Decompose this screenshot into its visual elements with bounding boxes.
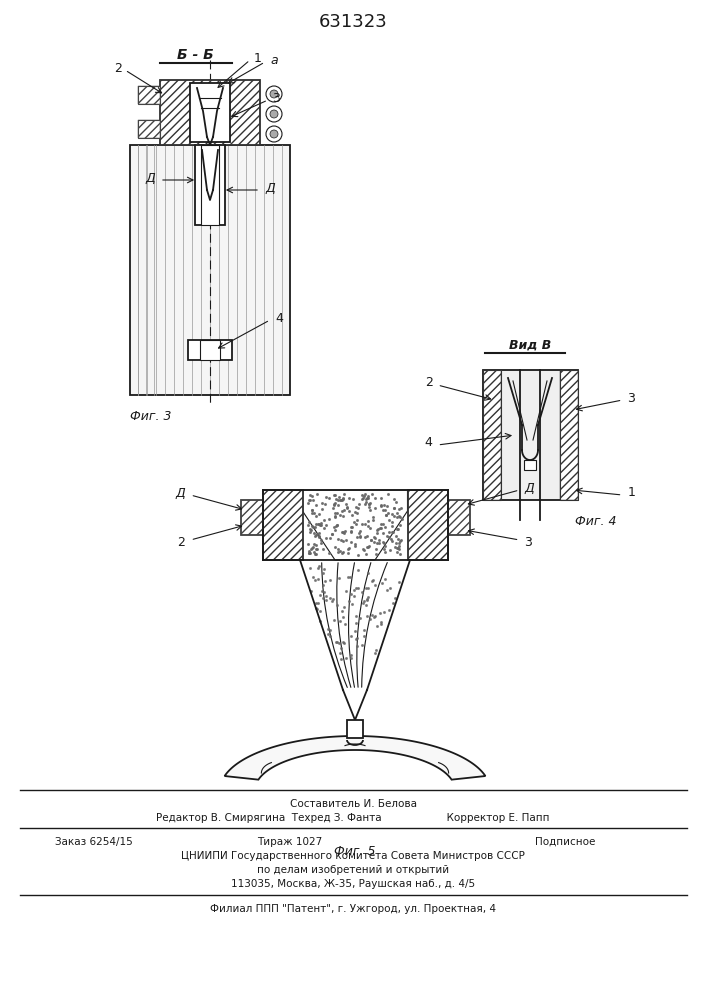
Text: Составитель И. Белова: Составитель И. Белова: [289, 799, 416, 809]
Bar: [160, 80, 260, 145]
Polygon shape: [225, 736, 486, 780]
Bar: [347, 720, 363, 738]
Text: Д: Д: [176, 487, 185, 499]
Text: Д: Д: [145, 172, 155, 184]
Bar: [138, 86, 160, 104]
Bar: [160, 80, 260, 145]
Circle shape: [266, 86, 282, 102]
Bar: [262, 490, 303, 560]
Bar: [138, 86, 160, 104]
Circle shape: [266, 106, 282, 122]
Text: Д: Д: [525, 482, 534, 494]
Text: a: a: [270, 53, 278, 66]
Bar: [240, 500, 262, 535]
Text: 3: 3: [272, 92, 280, 104]
Bar: [448, 500, 469, 535]
Text: 3: 3: [525, 536, 532, 548]
Text: 1: 1: [254, 51, 262, 64]
Text: Заказ 6254/15: Заказ 6254/15: [55, 837, 133, 847]
Text: 2: 2: [177, 536, 185, 548]
Text: 113035, Москва, Ж-35, Раушская наб., д. 4/5: 113035, Москва, Ж-35, Раушская наб., д. …: [231, 879, 475, 889]
Text: ЦНИИПИ Государственного комитета Совета Министров СССР: ЦНИИПИ Государственного комитета Совета …: [181, 851, 525, 861]
Bar: [190, 83, 230, 142]
Bar: [262, 490, 303, 560]
Bar: [407, 490, 448, 560]
Bar: [559, 370, 578, 500]
Bar: [559, 370, 578, 500]
Text: по делам изобретений и открытий: по делам изобретений и открытий: [257, 865, 449, 875]
Bar: [130, 145, 290, 395]
Bar: [195, 145, 225, 225]
Bar: [138, 120, 160, 138]
Text: Фиг. 5: Фиг. 5: [334, 845, 375, 858]
Bar: [240, 500, 262, 535]
Text: Тираж 1027: Тираж 1027: [257, 837, 322, 847]
Text: 4: 4: [275, 312, 283, 324]
Text: Редактор В. Смирягина  Техред З. Фанта                    Корректор Е. Папп: Редактор В. Смирягина Техред З. Фанта Ко…: [156, 813, 550, 823]
Text: 2: 2: [114, 62, 122, 75]
Text: Б - Б: Б - Б: [177, 48, 214, 62]
Text: Д: Д: [265, 182, 275, 194]
Text: 3: 3: [628, 391, 636, 404]
Text: 4: 4: [425, 436, 433, 450]
Circle shape: [270, 130, 278, 138]
Bar: [188, 340, 232, 360]
Bar: [482, 370, 501, 500]
Text: Подписное: Подписное: [534, 837, 595, 847]
Text: Фиг. 3: Фиг. 3: [130, 410, 172, 423]
Text: 631323: 631323: [319, 13, 387, 31]
Text: 1: 1: [628, 487, 636, 499]
Circle shape: [266, 126, 282, 142]
Circle shape: [270, 110, 278, 118]
Circle shape: [270, 90, 278, 98]
Bar: [482, 370, 578, 500]
Bar: [482, 370, 501, 500]
Bar: [524, 460, 536, 470]
Bar: [407, 490, 448, 560]
Text: Филиал ППП "Патент", г. Ужгород, ул. Проектная, 4: Филиал ППП "Патент", г. Ужгород, ул. Про…: [210, 904, 496, 914]
Bar: [138, 120, 160, 138]
Bar: [200, 340, 220, 360]
Polygon shape: [303, 490, 407, 560]
Bar: [201, 145, 219, 225]
Text: 2: 2: [425, 376, 433, 389]
Text: Вид В: Вид В: [509, 338, 551, 352]
Text: Фиг. 4: Фиг. 4: [575, 515, 617, 528]
Bar: [448, 500, 469, 535]
